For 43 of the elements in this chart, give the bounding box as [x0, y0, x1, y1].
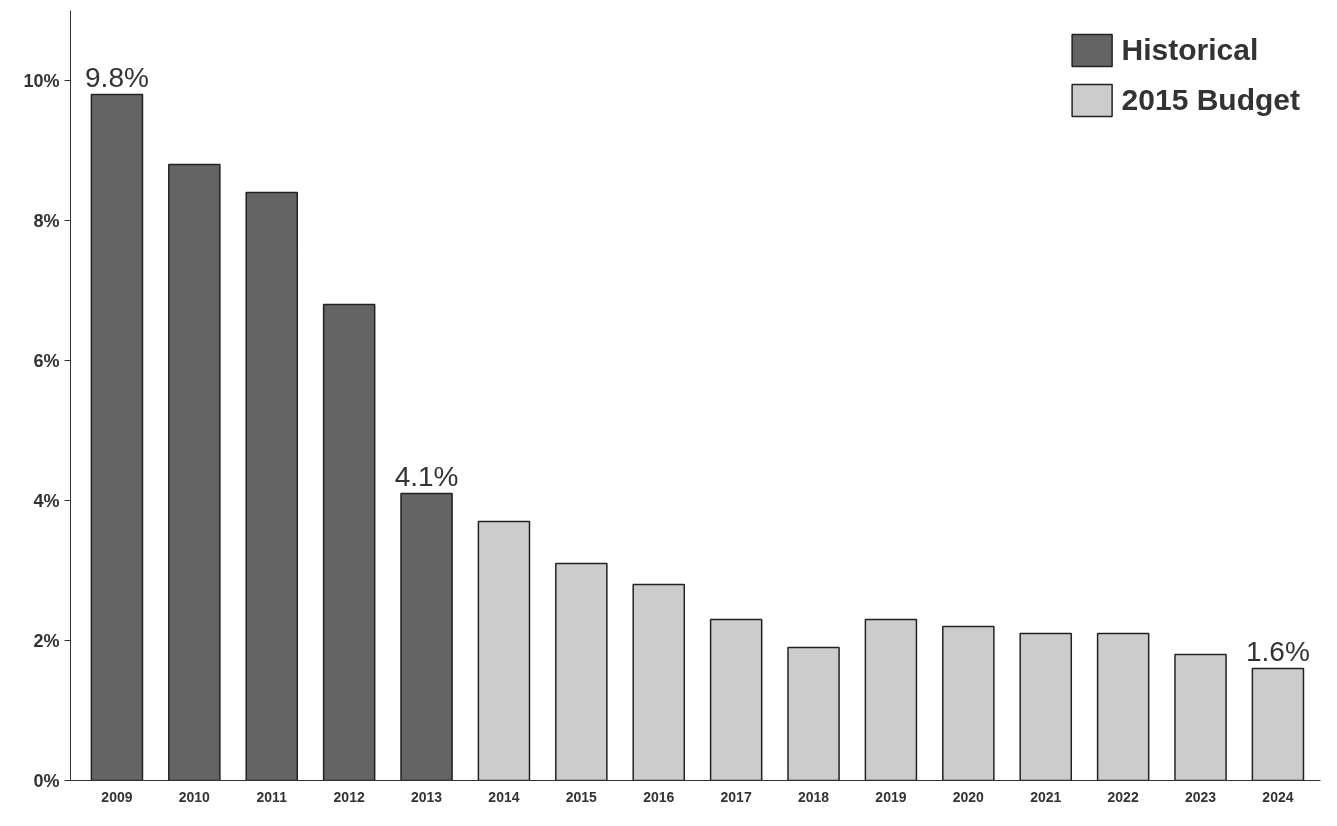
- x-tick-label: 2017: [720, 788, 752, 805]
- x-tick-label: 2018: [797, 788, 830, 805]
- x-tick-label: 2023: [1184, 788, 1217, 805]
- x-tick-label: 2013: [410, 788, 443, 805]
- bar: [400, 492, 453, 781]
- bar: [1019, 632, 1073, 781]
- bar: [168, 163, 221, 781]
- bar: [632, 583, 686, 781]
- bar: [864, 618, 918, 781]
- bar: [787, 646, 840, 781]
- y-tick-label: 4%: [33, 490, 60, 511]
- bar: [709, 618, 763, 781]
- legend-label: 2015 Budget: [1121, 83, 1300, 117]
- x-tick-label: 2011: [256, 788, 288, 805]
- x-tick-label: 2022: [1107, 788, 1139, 805]
- x-tick-label: 2021: [1030, 788, 1062, 805]
- y-tick-label: 10%: [23, 70, 60, 91]
- x-tick-label: 2020: [952, 788, 985, 805]
- x-tick-label: 2019: [875, 788, 907, 805]
- x-tick-label: 2015: [565, 788, 598, 805]
- legend-label: Historical: [1121, 33, 1259, 67]
- x-tick-label: 2012: [333, 788, 365, 805]
- y-tick-label: 2%: [33, 630, 60, 651]
- data-label: 9.8%: [85, 61, 149, 93]
- x-tick-label: 2010: [178, 788, 211, 805]
- bar: [245, 191, 299, 781]
- bar: [942, 625, 995, 781]
- y-tick-label: 0%: [33, 770, 60, 791]
- bar: [1251, 667, 1305, 781]
- bar: [555, 562, 608, 781]
- x-tick-label: 2009: [101, 788, 133, 805]
- bar: [1174, 653, 1227, 781]
- data-label: 1.6%: [1246, 635, 1310, 667]
- bar: [1096, 632, 1150, 781]
- bar: [322, 303, 376, 781]
- data-label: 4.1%: [394, 460, 459, 492]
- bar: [90, 93, 144, 781]
- y-tick-label: 8%: [33, 210, 60, 231]
- x-tick-label: 2016: [643, 788, 675, 805]
- bar: [477, 520, 531, 781]
- y-tick-label: 6%: [33, 350, 60, 371]
- x-tick-label: 2024: [1262, 788, 1294, 805]
- x-tick-label: 2014: [488, 788, 520, 805]
